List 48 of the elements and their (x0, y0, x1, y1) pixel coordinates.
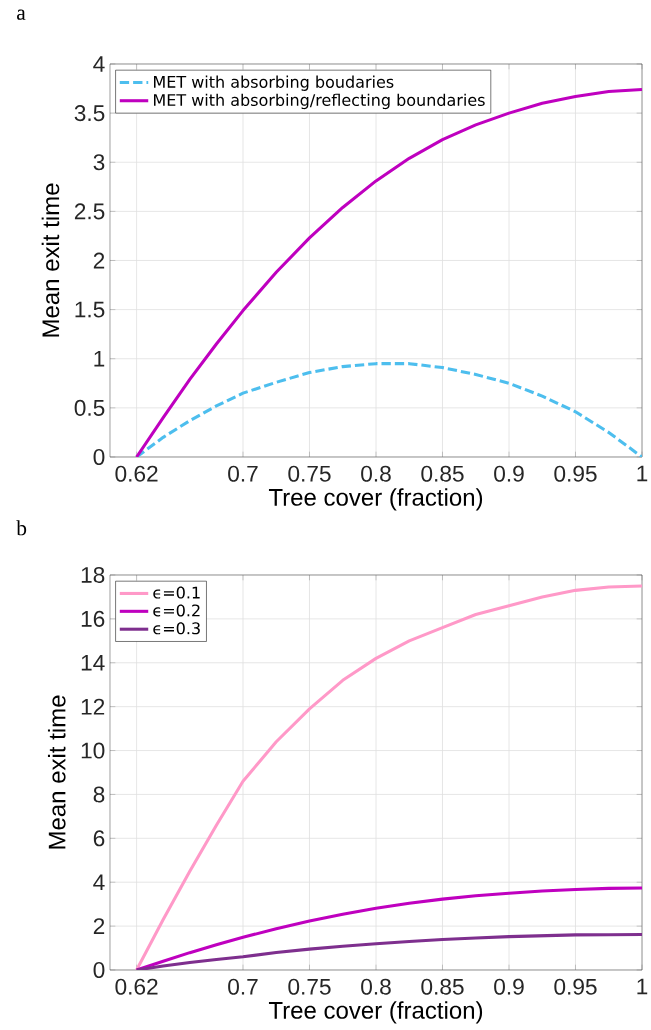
x-tick-label: 0.9 (494, 465, 524, 482)
x-tick-label: 0.95 (554, 978, 597, 995)
y-tick-label: 0 (93, 961, 105, 979)
legend-label: ϵ=0.3 (153, 622, 200, 635)
line-series (135, 886, 642, 970)
y-tick-label: 18 (81, 566, 105, 584)
x-tick-label: 0.62 (115, 465, 158, 482)
x-tick-label: 0.9 (494, 978, 524, 995)
legend-label: MET with absorbing boudaries (154, 75, 394, 91)
y-tick-label: 1 (94, 350, 105, 367)
y-tick-label: 8 (93, 786, 105, 803)
x-axis-title: Tree cover (fraction) (268, 1001, 483, 1024)
y-axis-title: Mean exit time (41, 183, 60, 337)
y-tick-label: 1.5 (75, 301, 105, 318)
y-tick-label: 6 (93, 830, 105, 847)
y-tick-label: 0 (93, 448, 105, 466)
x-axis-title: Tree cover (fraction) (268, 488, 483, 511)
chart-title: a (17, 9, 26, 20)
legend-label: ϵ=0.1 (153, 586, 200, 599)
x-tick-label: 0.75 (288, 465, 331, 482)
y-tick-label: 3.5 (74, 105, 105, 122)
x-tick-label: 0.7 (228, 978, 258, 995)
y-tick-label: 2 (93, 918, 105, 935)
y-tick-label: 4 (93, 874, 105, 891)
y-tick-label: 14 (81, 654, 105, 671)
y-tick-label: 0.5 (74, 399, 105, 416)
y-tick-label: 3 (93, 154, 105, 171)
x-tick-label: 0.8 (361, 465, 391, 482)
y-tick-label: 16 (81, 610, 105, 627)
line-series (135, 584, 642, 970)
y-axis-title: Mean exit time (47, 695, 66, 849)
x-tick-label: 0.62 (115, 978, 158, 995)
y-tick-label: 2 (93, 252, 105, 269)
y-tick-label: 10 (81, 742, 105, 759)
x-tick-label: 1 (637, 978, 648, 995)
x-tick-label: 0.85 (421, 465, 464, 482)
x-tick-label: 0.7 (228, 465, 258, 482)
y-tick-label: 2.5 (74, 203, 105, 220)
y-tick-label: 12 (81, 698, 105, 715)
x-tick-label: 0.95 (554, 465, 597, 482)
x-tick-label: 0.85 (421, 978, 464, 995)
y-tick-label: 4 (93, 56, 105, 72)
legend-label: ϵ=0.2 (153, 604, 200, 617)
legend-label: MET with absorbing/reflecting boundaries (154, 93, 485, 110)
x-tick-label: 0.8 (361, 978, 391, 995)
x-tick-label: 1 (637, 465, 648, 482)
chart-title: b (16, 520, 27, 536)
x-tick-label: 0.75 (288, 978, 331, 995)
